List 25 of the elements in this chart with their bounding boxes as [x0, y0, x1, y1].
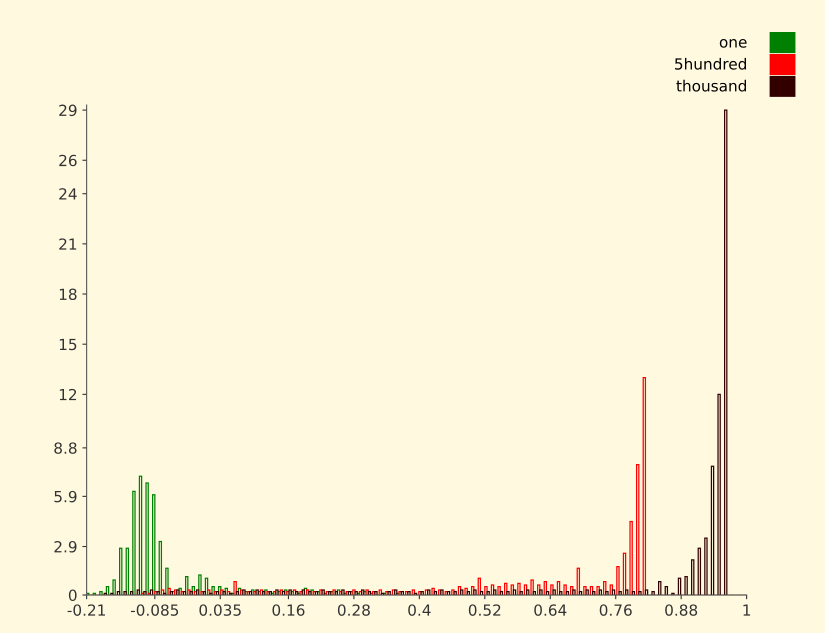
x-tick-label: 0.64 [534, 604, 566, 616]
legend-label: one [720, 39, 747, 48]
y-tick-label: 8.8 [54, 442, 77, 454]
y-tick-label: 24 [59, 188, 77, 200]
legend-label: 5hundred [675, 58, 746, 70]
y-tick-label: 15 [60, 338, 76, 350]
y-tick-label: 12 [60, 388, 76, 400]
y-tick-label: 18 [60, 288, 77, 300]
x-tick-label: 0.035 [199, 604, 241, 616]
y-tick-label: 0 [68, 589, 77, 602]
x-tick-label: -0.21 [68, 604, 105, 616]
x-tick-label: 1 [743, 604, 750, 616]
x-tick-label: 0.52 [468, 604, 500, 616]
x-tick-label: 0.4 [408, 604, 431, 616]
x-tick-label: 0.76 [600, 604, 632, 616]
y-tick-label: 21 [59, 238, 76, 250]
legend-label: thousand [676, 80, 746, 92]
x-tick-label: 0.88 [665, 604, 698, 616]
y-tick-label: 5.9 [54, 490, 77, 502]
x-tick-label: -0.085 [130, 604, 178, 616]
y-tick-label: 2.9 [54, 540, 77, 553]
x-tick-label: 0.16 [272, 604, 304, 616]
x-tick-label: 0.28 [338, 604, 370, 616]
y-tick-label: 29 [59, 104, 77, 116]
y-tick-label: 26 [59, 154, 77, 166]
